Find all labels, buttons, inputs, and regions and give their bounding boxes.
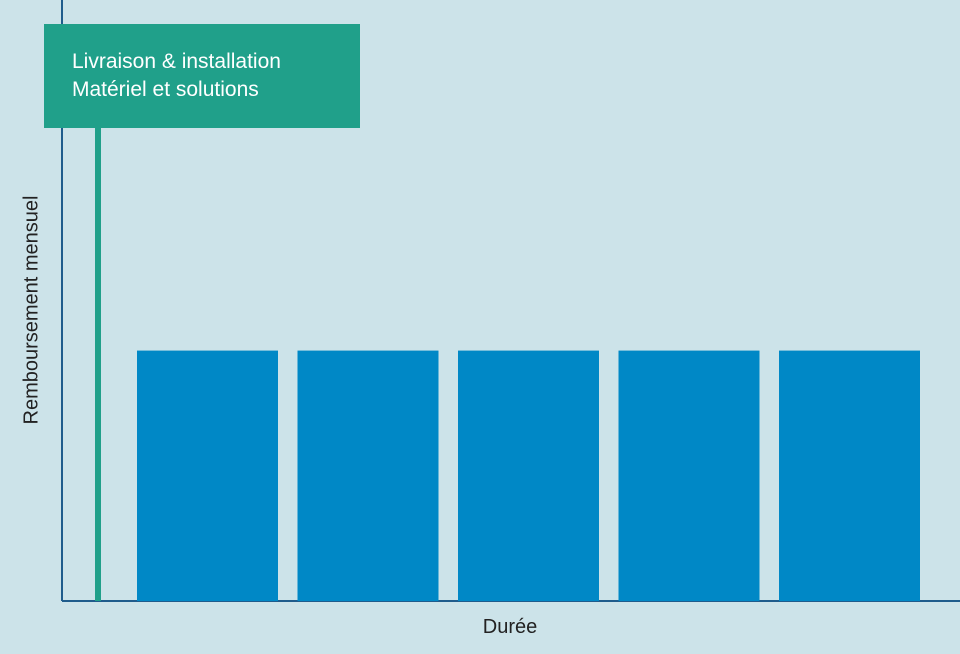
x-axis-label: Durée bbox=[482, 616, 538, 638]
bar-5 bbox=[779, 350, 920, 601]
callout-line-equipment: Matériel et solutions bbox=[72, 78, 259, 101]
bars-group bbox=[137, 350, 920, 601]
callout-line-delivery: Livraison & installation bbox=[72, 50, 281, 73]
bar-3 bbox=[458, 350, 599, 601]
bar-4 bbox=[618, 350, 760, 601]
y-axis-label: Remboursement mensuel bbox=[20, 195, 43, 425]
bar-2 bbox=[297, 350, 439, 601]
bar-1 bbox=[137, 350, 278, 601]
setup-callout: Livraison & installation Matériel et sol… bbox=[44, 24, 360, 128]
